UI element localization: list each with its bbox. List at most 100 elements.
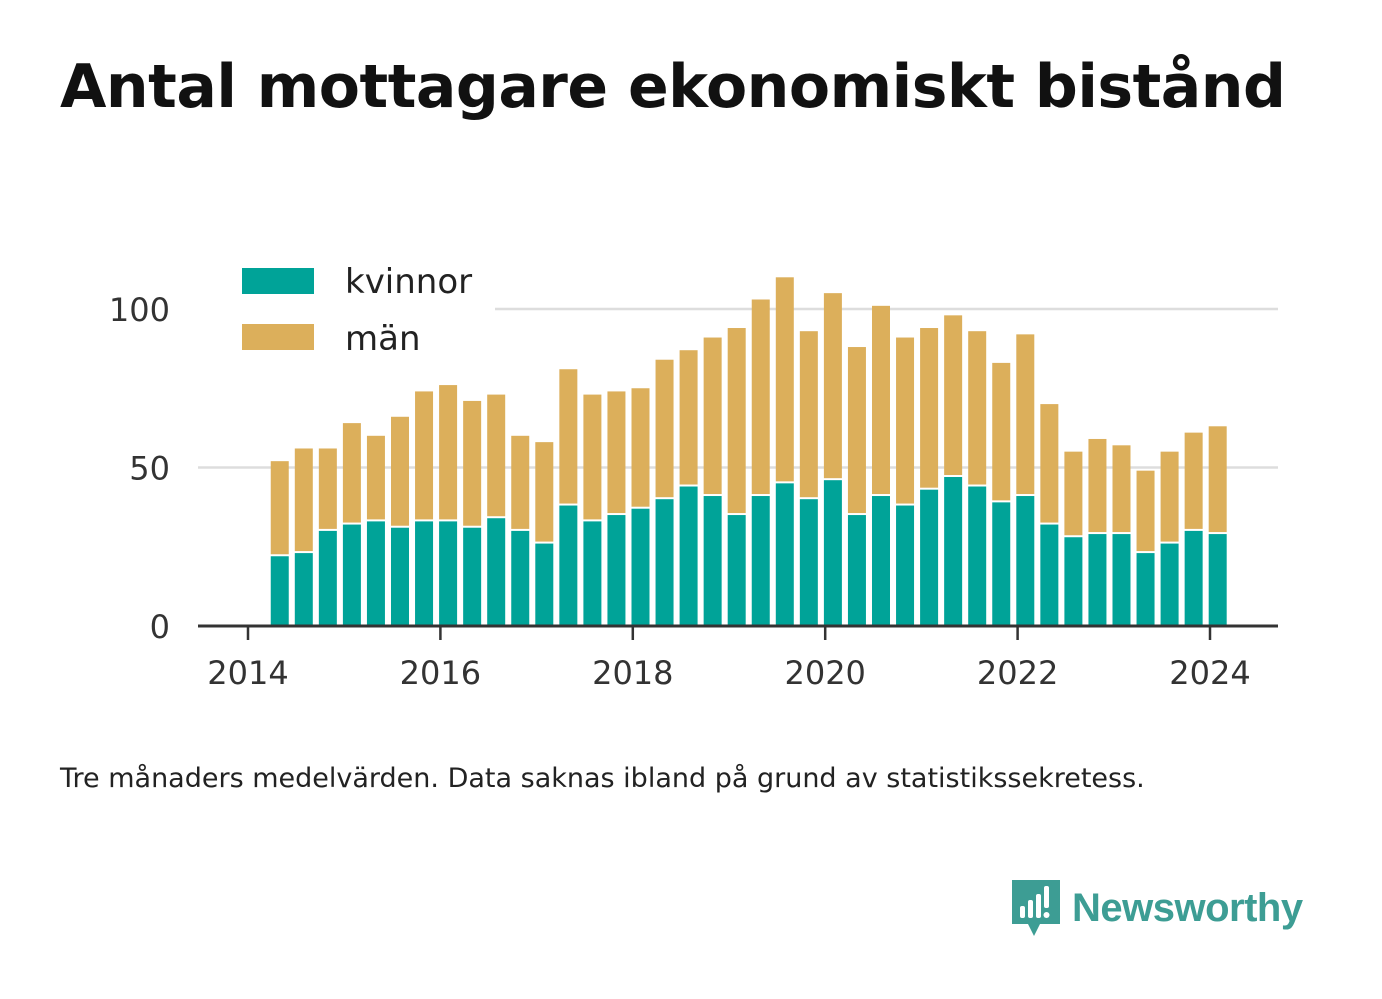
- y-tick-label: 100: [109, 291, 170, 329]
- bar-man: [727, 328, 746, 514]
- bar-man: [270, 461, 289, 555]
- bars: [270, 277, 1227, 626]
- legend-swatch-man: [242, 324, 314, 350]
- brand-logo: Newsworthy: [1010, 878, 1303, 938]
- bar-man: [775, 277, 794, 482]
- bar-kvinnor: [487, 518, 506, 626]
- bar-kvinnor: [366, 521, 385, 626]
- bar-man: [366, 435, 385, 520]
- legend-label-man: män: [345, 319, 421, 359]
- bar-man: [655, 359, 674, 498]
- bar-kvinnor: [294, 553, 313, 626]
- bar-man: [342, 423, 361, 523]
- bar-kvinnor: [511, 530, 530, 626]
- newsworthy-logo-icon: [1012, 880, 1060, 936]
- bar-man: [847, 347, 866, 514]
- bar-kvinnor: [823, 480, 842, 626]
- bar-kvinnor: [871, 496, 890, 626]
- bar-man: [871, 305, 890, 495]
- chart-title: Antal mottagare ekonomiskt bistånd: [60, 52, 1286, 122]
- legend-label-kvinnor: kvinnor: [345, 262, 472, 302]
- bar-kvinnor: [992, 502, 1011, 626]
- bar-kvinnor: [1016, 496, 1035, 626]
- bar-man: [1160, 451, 1179, 542]
- bar-kvinnor: [655, 499, 674, 626]
- bar-kvinnor: [968, 486, 987, 626]
- bar-man: [390, 416, 409, 526]
- legend: kvinnor män: [195, 255, 495, 370]
- bar-man: [294, 448, 313, 552]
- bar-man: [1064, 451, 1083, 536]
- bar-kvinnor: [1064, 537, 1083, 626]
- x-tick-label: 2018: [592, 654, 673, 692]
- bar-man: [1112, 445, 1131, 533]
- bar-man: [1088, 438, 1107, 533]
- bar-man: [1208, 426, 1227, 533]
- bar-man: [703, 337, 722, 495]
- bar-man: [1016, 334, 1035, 495]
- bar-kvinnor: [751, 496, 770, 626]
- bar-man: [559, 369, 578, 504]
- bar-kvinnor: [847, 515, 866, 626]
- bar-man: [631, 388, 650, 507]
- y-tick-label: 0: [150, 608, 170, 646]
- x-tick-label: 2016: [400, 654, 481, 692]
- bar-man: [1136, 470, 1155, 552]
- bar-man: [823, 293, 842, 479]
- bar-man: [896, 337, 915, 504]
- x-tick-label: 2022: [977, 654, 1058, 692]
- bar-kvinnor: [1208, 534, 1227, 626]
- bar-man: [751, 299, 770, 495]
- y-tick-label: 50: [129, 450, 170, 488]
- bar-kvinnor: [270, 556, 289, 626]
- bar-kvinnor: [342, 524, 361, 626]
- bar-kvinnor: [679, 486, 698, 626]
- bar-man: [511, 435, 530, 529]
- bar-kvinnor: [318, 530, 337, 626]
- bar-man: [583, 394, 602, 520]
- bar-kvinnor: [607, 515, 626, 626]
- bar-kvinnor: [439, 521, 458, 626]
- footnote: Tre månaders medelvärden. Data saknas ib…: [60, 763, 1145, 794]
- bar-kvinnor: [1088, 534, 1107, 626]
- bar-kvinnor: [920, 489, 939, 626]
- bar-man: [318, 448, 337, 529]
- bar-man: [535, 442, 554, 542]
- bar-man: [944, 315, 963, 476]
- bar-man: [487, 394, 506, 517]
- brand-name: Newsworthy: [1072, 885, 1303, 930]
- bar-man: [968, 331, 987, 485]
- bar-kvinnor: [727, 515, 746, 626]
- x-tick-label: 2024: [1169, 654, 1250, 692]
- bar-man: [607, 391, 626, 514]
- bar-man: [992, 362, 1011, 501]
- bar-man: [439, 385, 458, 520]
- bar-kvinnor: [799, 499, 818, 626]
- bar-kvinnor: [703, 496, 722, 626]
- bar-kvinnor: [896, 505, 915, 626]
- bar-kvinnor: [390, 527, 409, 626]
- bar-kvinnor: [415, 521, 434, 626]
- bar-kvinnor: [559, 505, 578, 626]
- bar-kvinnor: [775, 483, 794, 626]
- x-tick-label: 2014: [207, 654, 288, 692]
- bar-kvinnor: [631, 508, 650, 626]
- bar-kvinnor: [583, 521, 602, 626]
- bar-kvinnor: [1112, 534, 1131, 626]
- bar-man: [1040, 404, 1059, 523]
- bar-kvinnor: [1136, 553, 1155, 626]
- x-tick-label: 2020: [784, 654, 865, 692]
- bar-man: [463, 400, 482, 526]
- bar-man: [679, 350, 698, 485]
- bar-kvinnor: [535, 543, 554, 626]
- bar-man: [920, 328, 939, 488]
- bar-kvinnor: [944, 477, 963, 626]
- bar-man: [799, 331, 818, 498]
- bar-kvinnor: [463, 527, 482, 626]
- bar-man: [415, 391, 434, 520]
- bar-man: [1184, 432, 1203, 529]
- axes: 0 50 100 2014 2016 2018 2020 2022 2024: [109, 291, 1278, 692]
- bar-kvinnor: [1160, 543, 1179, 626]
- bar-kvinnor: [1040, 524, 1059, 626]
